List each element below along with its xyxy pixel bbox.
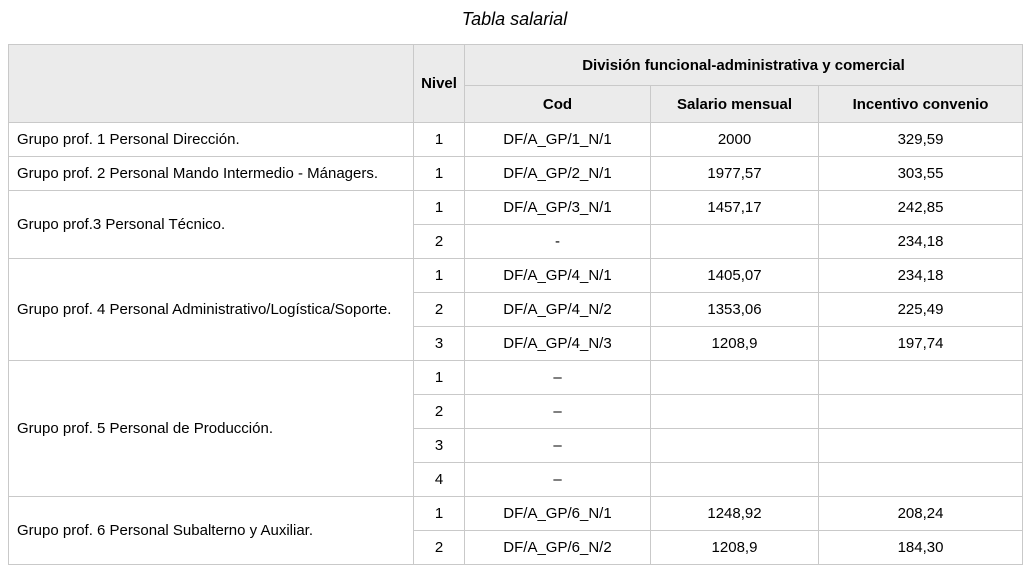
salario-mensual-header: Salario mensual (650, 85, 819, 123)
cod-cell: DF/A_GP/6_N/1 (464, 496, 651, 531)
cod-cell: DF/A_GP/3_N/1 (464, 190, 651, 225)
salary-table: Nivel División funcional-administrativa … (8, 44, 1024, 565)
group-label-cell: Grupo prof. 1 Personal Dirección. (8, 122, 414, 157)
incentivo-convenio-cell: 329,59 (817, 122, 1024, 157)
nivel-cell: 4 (413, 462, 465, 497)
division-group-header: División funcional-administrativa y come… (463, 44, 1024, 86)
nivel-cell: 1 (413, 156, 465, 191)
incentivo-convenio-cell (817, 462, 1024, 497)
salario-mensual-cell (650, 462, 819, 497)
table-row: 4– (9, 462, 1024, 497)
salario-mensual-cell (650, 360, 819, 395)
group-label-cell: Grupo prof. 2 Personal Mando Intermedio … (8, 156, 414, 191)
cod-cell: DF/A_GP/6_N/2 (464, 530, 651, 565)
incentivo-convenio-cell: 303,55 (817, 156, 1024, 191)
incentivo-convenio-cell: 234,18 (817, 258, 1024, 293)
group-label-cell: Grupo prof. 4 Personal Administrativo/Lo… (8, 258, 414, 361)
incentivo-convenio-cell: 242,85 (817, 190, 1024, 225)
cod-cell: DF/A_GP/4_N/3 (464, 326, 651, 361)
table-row: 2– (9, 394, 1024, 429)
salario-mensual-cell (650, 224, 819, 259)
table-row: 3 DF/A_GP/4_N/3 1208,9 197,74 (9, 326, 1024, 361)
cod-cell: – (464, 462, 651, 497)
table-row: Grupo prof. 5 Personal de Producción. 1– (8, 360, 1024, 497)
salary-table-header: Nivel División funcional-administrativa … (8, 44, 1024, 123)
salary-table-body: Grupo prof. 1 Personal Dirección. 1 DF/A_G… (8, 122, 1024, 565)
salario-mensual-cell: 2000 (650, 122, 819, 157)
incentivo-convenio-cell: 208,24 (817, 496, 1024, 531)
nivel-cell: 1 (413, 360, 465, 395)
salario-mensual-cell: 1977,57 (650, 156, 819, 191)
nivel-cell: 3 (413, 428, 465, 463)
table-row: Grupo prof. 4 Personal Administrativo/Lo… (8, 258, 1024, 361)
incentivo-convenio-cell (817, 394, 1024, 429)
salario-mensual-cell: 1405,07 (650, 258, 819, 293)
table-row: Grupo prof. 2 Personal Mando Intermedio … (8, 156, 1024, 191)
cod-cell: DF/A_GP/2_N/1 (464, 156, 651, 191)
nivel-cell: 2 (413, 224, 465, 259)
table-row: 2- 234,18 (9, 224, 1024, 259)
table-row: Grupo prof. 1 Personal Dirección. 1 DF/A_G… (8, 122, 1024, 157)
cod-cell: DF/A_GP/4_N/1 (464, 258, 651, 293)
incentivo-convenio-cell: 197,74 (817, 326, 1024, 361)
cod-cell: – (464, 360, 651, 395)
header-row-sub: Cod Salario mensual Incentivo convenio (9, 85, 1024, 123)
nivel-cell: 3 (413, 326, 465, 361)
table-row: 3– (9, 428, 1024, 463)
table-row: 2 DF/A_GP/6_N/2 1208,9 184,30 (9, 530, 1024, 565)
nivel-cell: 2 (413, 292, 465, 327)
nivel-cell: 1 (413, 258, 465, 293)
nivel-header: Nivel (413, 44, 465, 123)
table-row: Grupo prof.3 Personal Técnico. 1 DF/A_GP/3… (8, 190, 1024, 259)
cod-cell: - (464, 224, 651, 259)
nivel-cell: 1 (413, 190, 465, 225)
nivel-cell: 1 (413, 496, 465, 531)
cod-cell: DF/A_GP/4_N/2 (464, 292, 651, 327)
cod-cell: – (464, 428, 651, 463)
salario-mensual-cell: 1208,9 (650, 326, 819, 361)
incentivo-convenio-header: Incentivo convenio (817, 85, 1024, 123)
salario-mensual-cell: 1457,17 (650, 190, 819, 225)
group-label-cell: Grupo prof. 6 Personal Subalterno y Auxi… (8, 496, 414, 565)
nivel-cell: 2 (413, 394, 465, 429)
salario-mensual-cell: 1353,06 (650, 292, 819, 327)
incentivo-convenio-cell: 184,30 (817, 530, 1024, 565)
table-row: Grupo prof. 6 Personal Subalterno y Auxi… (8, 496, 1024, 565)
empty-corner-header-cell (8, 44, 414, 123)
page-title: Tabla salarial (461, 9, 568, 29)
salario-mensual-cell (650, 394, 819, 429)
cod-header: Cod (464, 85, 651, 123)
salario-mensual-cell (650, 428, 819, 463)
incentivo-convenio-cell: 225,49 (817, 292, 1024, 327)
group-label-cell: Grupo prof.3 Personal Técnico. (8, 190, 414, 259)
incentivo-convenio-cell (817, 428, 1024, 463)
header-row-top: Nivel División funcional-administrativa … (8, 44, 1024, 123)
cod-cell: DF/A_GP/1_N/1 (464, 122, 651, 157)
group-label-cell: Grupo prof. 5 Personal de Producción. (8, 360, 414, 497)
salario-mensual-cell: 1208,9 (650, 530, 819, 565)
incentivo-convenio-cell: 234,18 (817, 224, 1024, 259)
cod-cell: – (464, 394, 651, 429)
nivel-cell: 2 (413, 530, 465, 565)
nivel-cell: 1 (413, 122, 465, 157)
incentivo-convenio-cell (817, 360, 1024, 395)
salario-mensual-cell: 1248,92 (650, 496, 819, 531)
